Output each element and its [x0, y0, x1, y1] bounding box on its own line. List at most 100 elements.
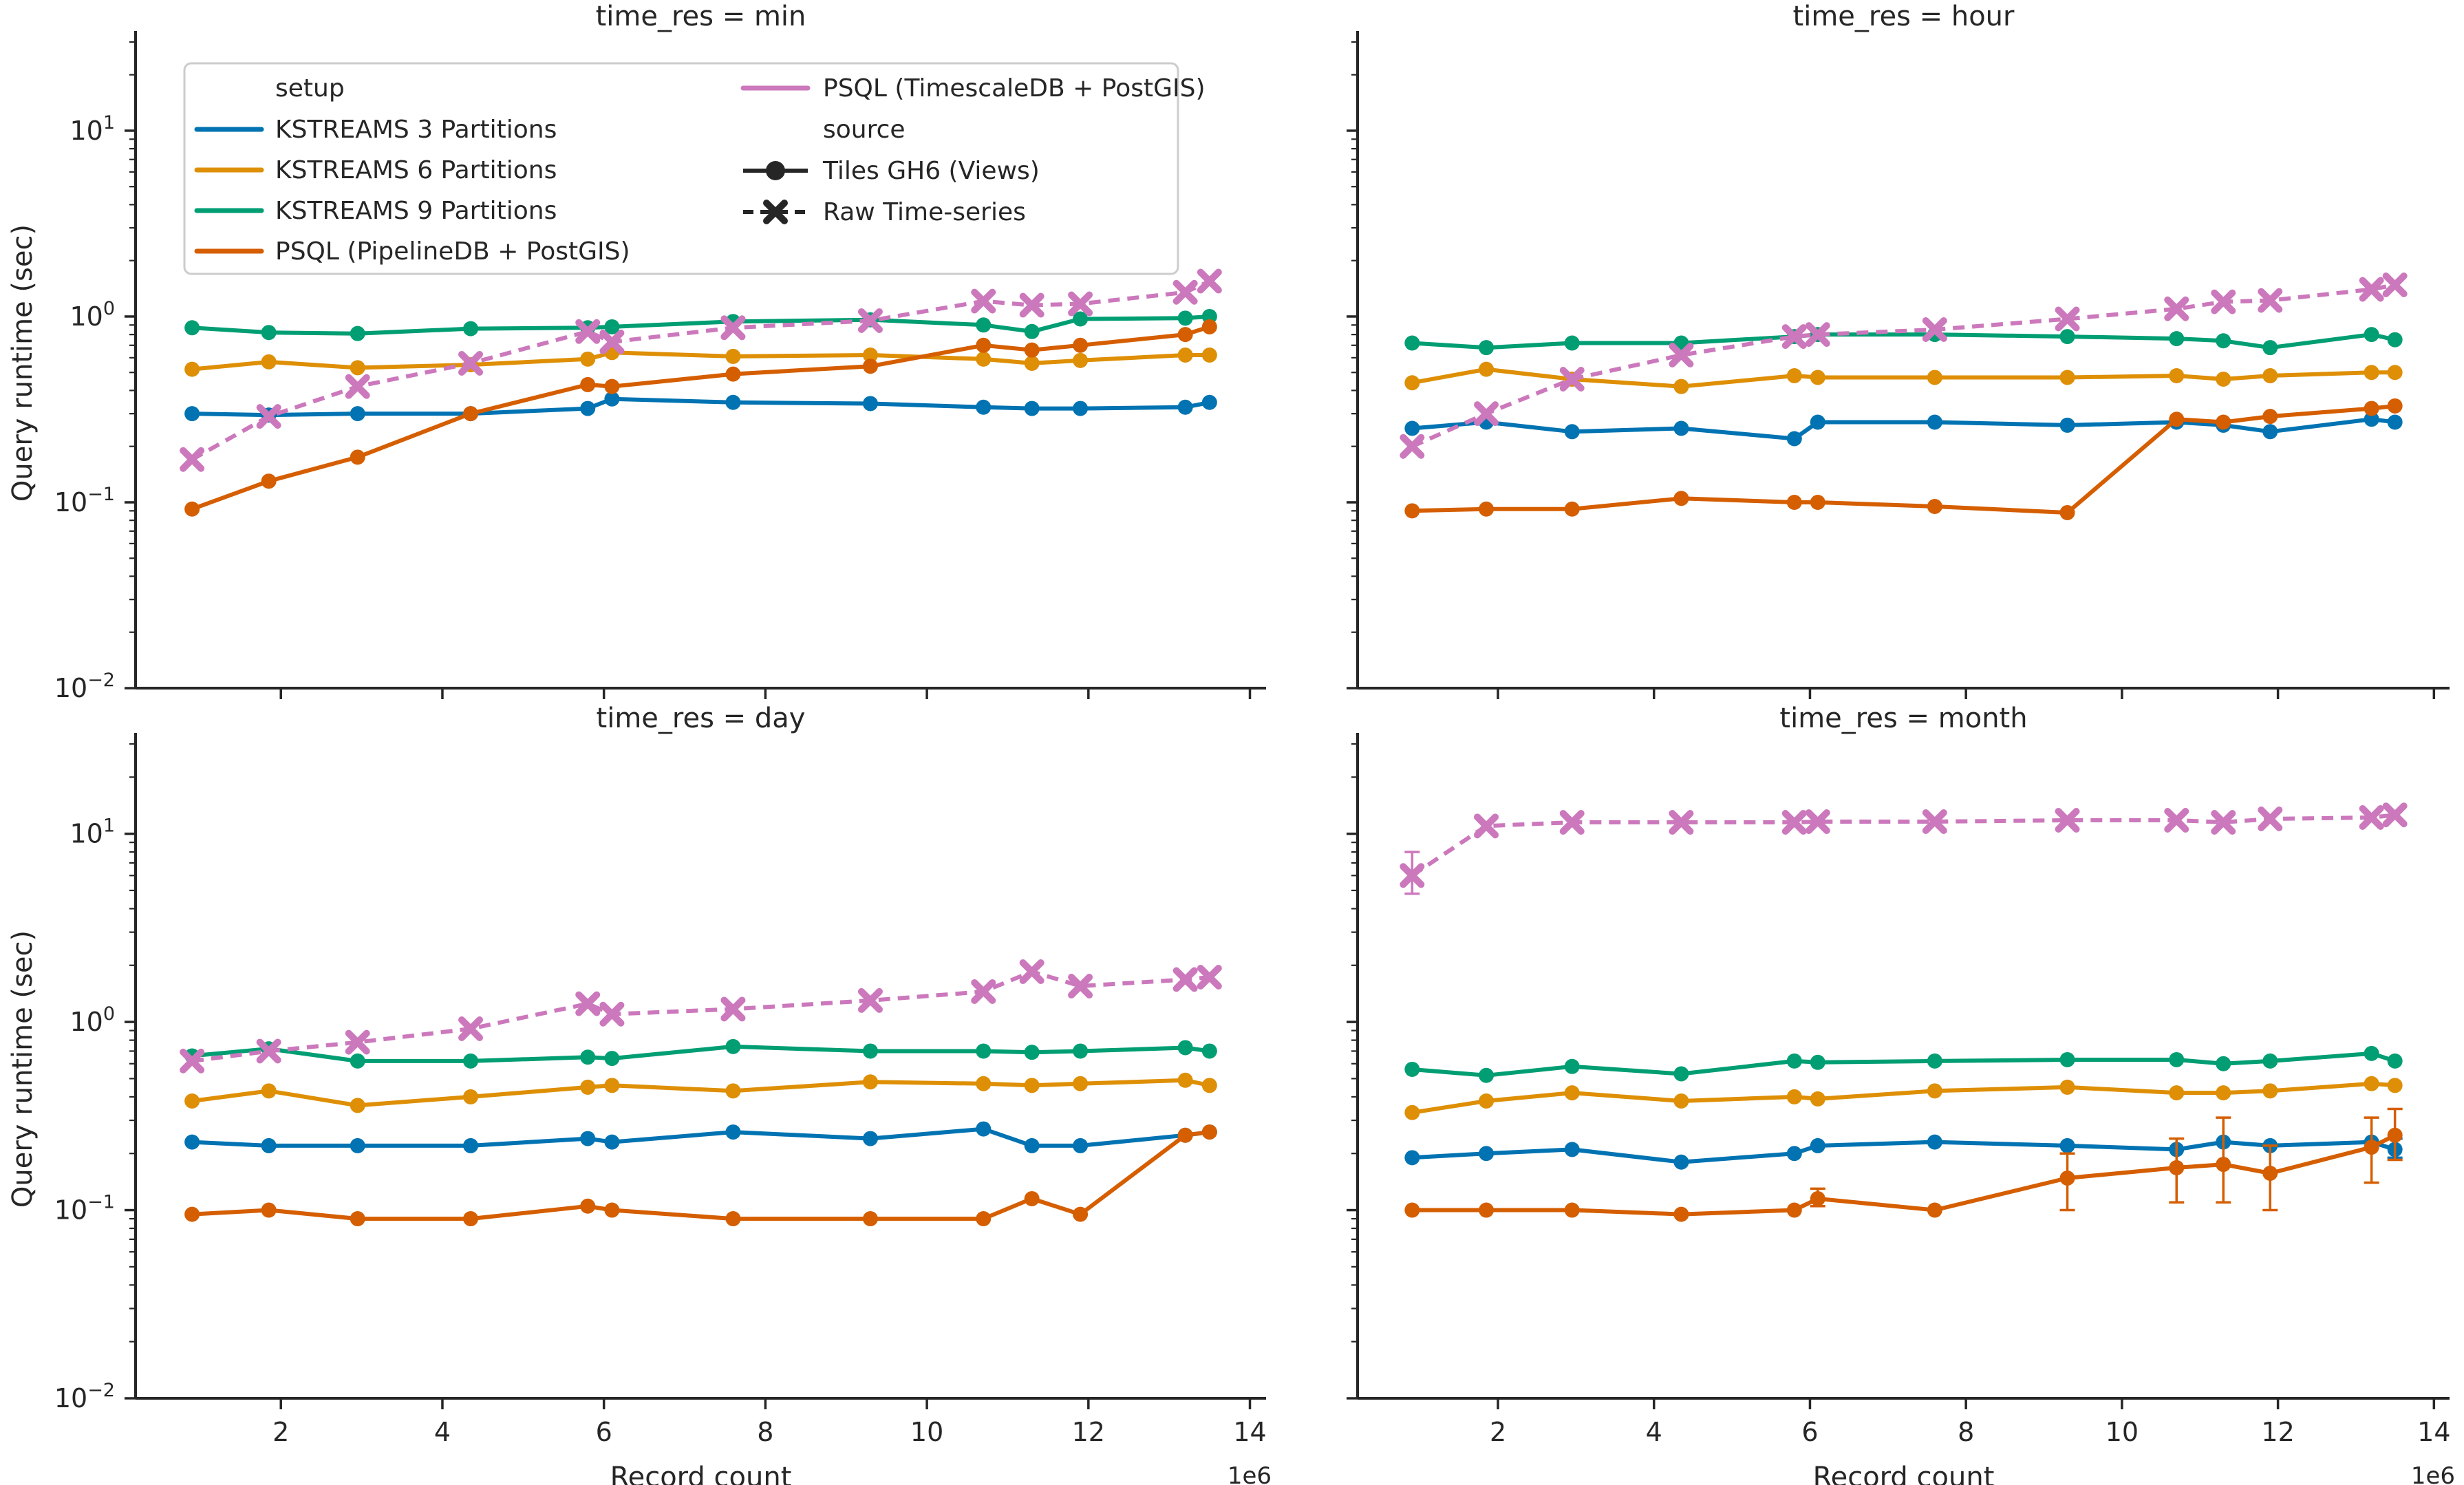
data-point-circle — [2059, 370, 2075, 385]
data-point-circle — [1479, 340, 1495, 356]
series-psql_t — [180, 268, 1222, 472]
data-point-x — [857, 308, 883, 333]
data-point-circle — [2059, 1137, 2075, 1153]
data-point-circle — [1404, 420, 1420, 436]
data-point-circle — [2169, 331, 2185, 347]
data-point-x — [599, 329, 625, 354]
data-point-circle — [184, 1206, 200, 1222]
data-point-circle — [580, 1131, 596, 1146]
series-markers-psql_t — [180, 959, 1222, 1073]
data-point-circle — [2216, 1085, 2231, 1101]
data-point-x — [1922, 317, 1947, 343]
x-marker-stroke — [599, 1001, 625, 1027]
data-point-circle — [463, 1053, 479, 1069]
data-point-circle — [580, 1049, 596, 1065]
data-point-circle — [2059, 417, 2075, 433]
data-point-circle — [1927, 414, 1942, 430]
data-point-x — [1474, 813, 1499, 839]
x-marker-stroke — [1559, 810, 1585, 835]
data-point-x — [1669, 343, 1694, 368]
data-point-x — [180, 1048, 205, 1073]
data-point-x — [1197, 964, 1222, 990]
x-marker-stroke — [599, 329, 625, 354]
data-point-x — [2055, 306, 2080, 332]
data-point-circle — [976, 1076, 992, 1091]
data-point-x — [2055, 807, 2080, 833]
data-point-x — [345, 1029, 370, 1055]
x-marker-stroke — [1019, 292, 1044, 318]
data-point-circle — [862, 1131, 878, 1146]
x-marker-stroke — [180, 1048, 205, 1073]
x-marker-stroke — [971, 979, 996, 1004]
data-point-x — [1922, 809, 1947, 835]
data-point-circle — [862, 359, 878, 374]
x-marker-stroke — [971, 288, 996, 314]
y-axis-label: Query runtime (sec) — [7, 930, 39, 1208]
legend-item-label: Raw Time-series — [823, 198, 1026, 226]
data-point-circle — [463, 321, 479, 336]
x-marker-stroke — [1922, 809, 1947, 835]
data-point-circle — [1786, 431, 1802, 447]
legend-item-label: PSQL (TimescaleDB + PostGIS) — [823, 74, 1206, 103]
x-marker-stroke — [2258, 806, 2283, 831]
data-point-circle — [350, 360, 365, 376]
x-marker-stroke — [1068, 974, 1093, 999]
data-point-circle — [1073, 1043, 1089, 1059]
data-point-circle — [184, 320, 200, 336]
x-marker-stroke — [1922, 317, 1947, 343]
data-point-circle — [463, 406, 479, 422]
x-tick-label: 8 — [757, 1417, 773, 1447]
data-point-circle — [725, 1083, 741, 1099]
data-point-circle — [1024, 400, 1040, 416]
data-point-x — [1172, 967, 1198, 992]
x-tick-label: 12 — [1072, 1417, 1105, 1447]
data-point-circle — [862, 1211, 878, 1227]
x-marker-stroke — [1068, 291, 1093, 317]
data-point-circle — [1479, 1067, 1495, 1083]
data-point-x — [1400, 863, 1425, 888]
data-point-x — [458, 350, 484, 376]
series-psql_p — [1404, 398, 2403, 520]
data-point-circle — [604, 378, 620, 394]
legend-setup-header: setup — [275, 74, 345, 103]
data-point-circle — [1177, 327, 1193, 343]
legend-circle-marker-icon — [766, 161, 785, 180]
data-point-x — [857, 987, 883, 1013]
y-axis-label: Query runtime (sec) — [7, 224, 39, 502]
x-tick-label: 14 — [2417, 1417, 2450, 1447]
facet-title: time_res = day — [597, 703, 806, 734]
data-point-circle — [862, 396, 878, 412]
data-point-x — [256, 404, 281, 429]
x-axis-offset-label: 1e6 — [1228, 1462, 1272, 1485]
x-marker-stroke — [2211, 289, 2236, 314]
data-point-circle — [1073, 1137, 1089, 1153]
data-point-circle — [350, 1053, 365, 1069]
data-point-x — [458, 1016, 484, 1041]
x-marker-stroke — [1669, 343, 1694, 368]
facet-title: time_res = min — [596, 1, 806, 32]
x-marker-stroke — [2258, 288, 2283, 313]
data-point-circle — [580, 351, 596, 367]
data-point-x — [575, 319, 601, 344]
data-point-circle — [350, 1137, 365, 1153]
x-marker-stroke — [1400, 863, 1425, 888]
data-point-circle — [1673, 1066, 1689, 1082]
data-point-circle — [1673, 378, 1689, 394]
series-markers-psql_p — [184, 319, 1217, 517]
x-tick-label: 12 — [2261, 1417, 2294, 1447]
data-point-circle — [2364, 412, 2379, 427]
y-tick-label: 101 — [69, 815, 115, 849]
data-point-x — [1805, 809, 1830, 835]
series-psql_t — [1400, 802, 2408, 895]
data-point-circle — [1024, 323, 1040, 339]
facet-day: time_res = day 101 100 10−1 10−2 2 4 6 8 10 12 14 Qu… — [7, 703, 1272, 1485]
data-point-circle — [261, 1202, 277, 1218]
series-psql_p — [184, 1124, 1217, 1227]
data-point-circle — [1024, 1137, 1040, 1153]
data-point-x — [1068, 974, 1093, 999]
data-point-circle — [350, 325, 365, 341]
data-point-circle — [1073, 1076, 1089, 1091]
data-point-circle — [1024, 1045, 1040, 1060]
x-tick-label: 10 — [910, 1417, 943, 1447]
